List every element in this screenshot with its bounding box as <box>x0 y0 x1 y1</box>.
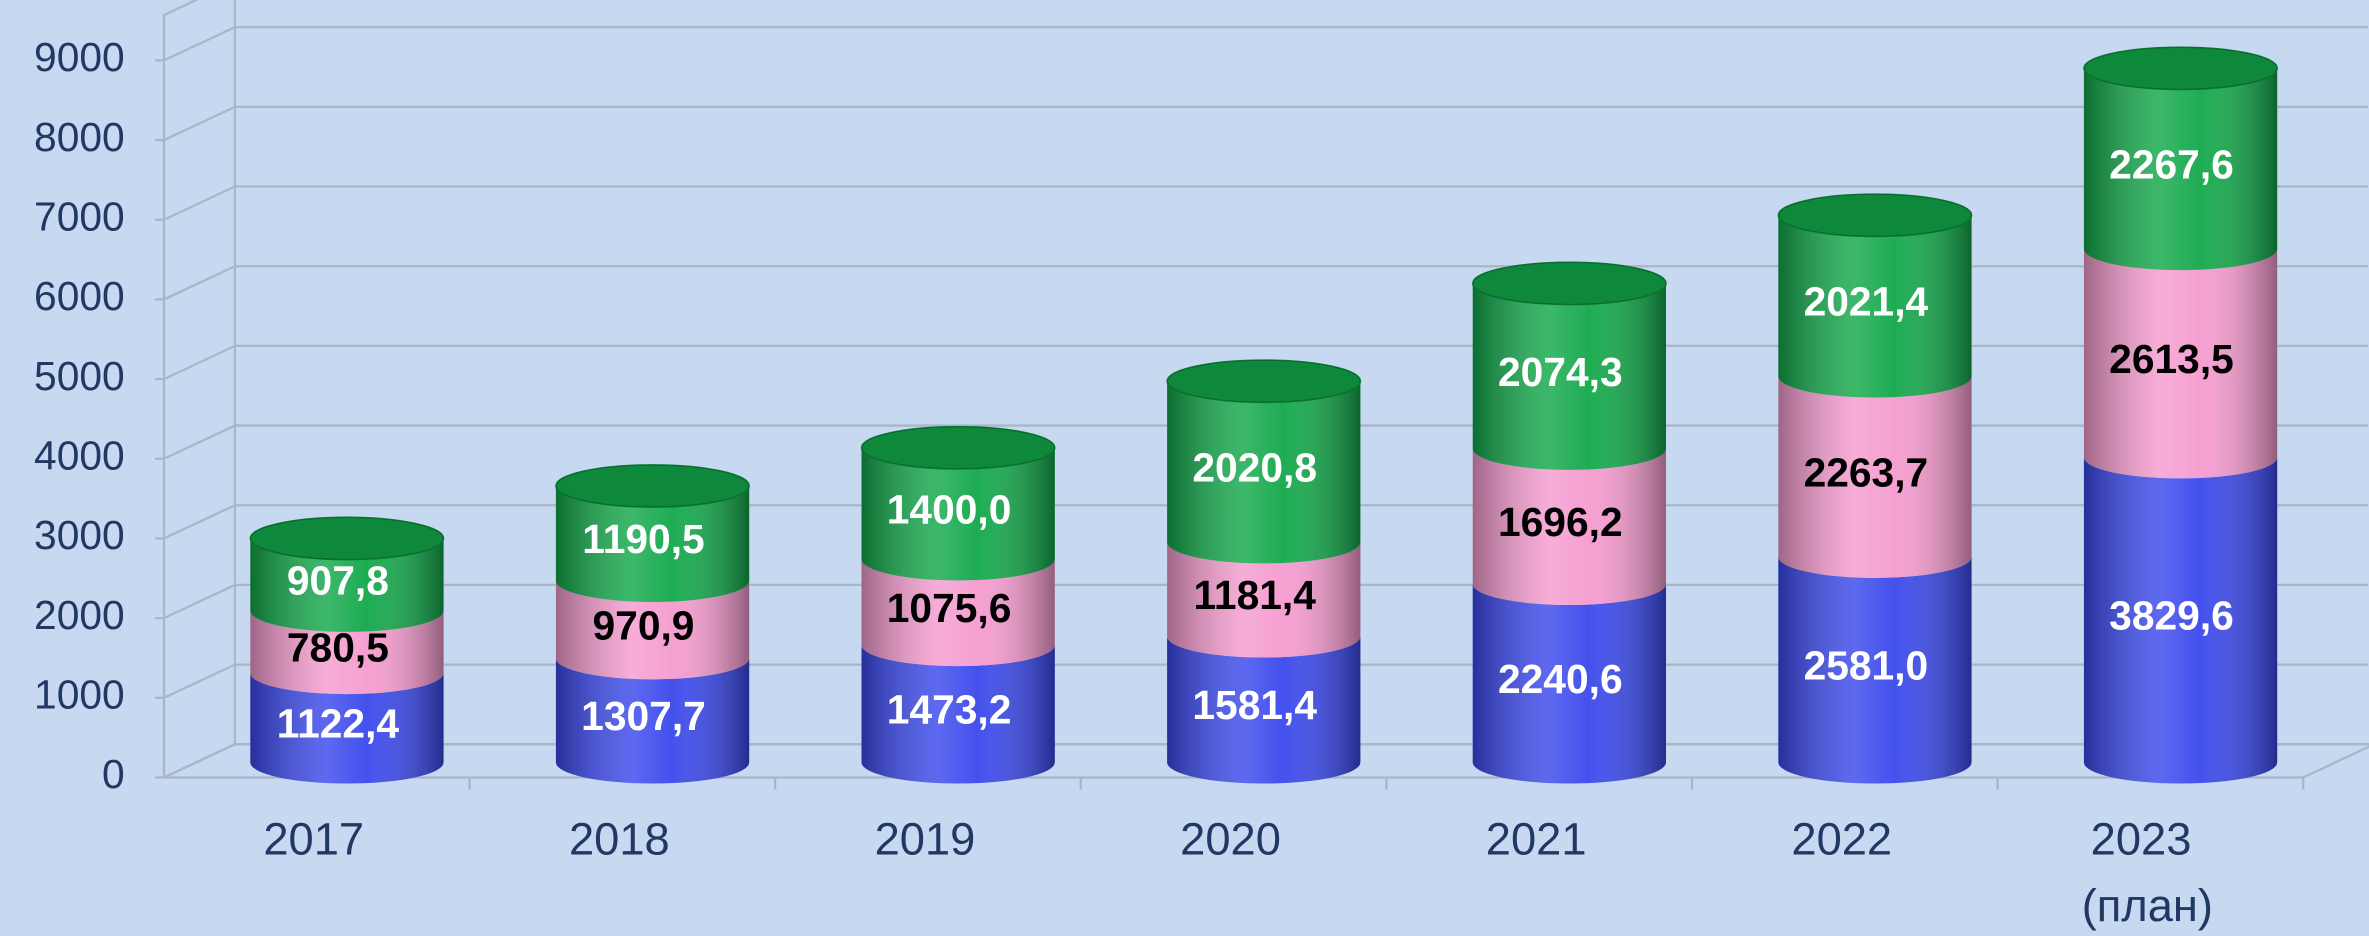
bar-shade <box>1778 215 1972 398</box>
y-tick-label: 9000 <box>34 34 125 80</box>
y-tick-label: 2000 <box>34 592 125 638</box>
bar-top <box>1471 261 1667 306</box>
value-label: 2021,4 <box>1804 279 1929 325</box>
y-tick-label: 4000 <box>34 433 125 479</box>
x-tick-label-line: (план) <box>2082 880 2213 931</box>
bar-top-shade <box>1472 262 1666 305</box>
x-tick-label: 2020 <box>1180 813 1281 864</box>
value-label: 780,5 <box>287 625 389 671</box>
value-label: 2074,3 <box>1498 349 1623 395</box>
grid-line <box>163 105 2369 142</box>
value-label: 1696,2 <box>1498 499 1623 545</box>
bar-shade <box>861 447 1055 581</box>
value-label: 1122,4 <box>277 700 400 746</box>
bar-shade <box>1472 583 1666 784</box>
x-tick-label: 2017 <box>263 813 364 864</box>
bar-shade <box>2083 457 2278 784</box>
value-label: 1190,5 <box>582 516 704 562</box>
bar-shade <box>250 538 444 632</box>
x-tick-label: 2019 <box>875 813 976 864</box>
x-tick-label-line: 2023 <box>2091 813 2192 864</box>
grid-line <box>163 265 2369 301</box>
bar-top <box>2083 46 2278 91</box>
bar-top-shade <box>555 464 750 508</box>
value-label: 2263,7 <box>1804 449 1929 495</box>
x-tick-label: 2021 <box>1486 813 1587 864</box>
bar-shade <box>555 580 750 680</box>
bar-top <box>860 425 1056 470</box>
y-tick-label: 1000 <box>34 672 125 718</box>
value-label: 1181,4 <box>1194 572 1317 618</box>
bar-shade <box>1778 556 1972 784</box>
bar-top-shade <box>250 517 444 560</box>
value-label: 2020,8 <box>1192 445 1317 491</box>
bar-top-shade <box>861 426 1055 469</box>
bar-shade <box>2083 249 2278 479</box>
bar-shade <box>2083 68 2278 271</box>
value-label: 2613,5 <box>2109 336 2234 382</box>
x-tick-label: 2018 <box>569 813 670 864</box>
bar-shade <box>555 485 750 602</box>
back-wall <box>162 0 237 778</box>
value-label: 2267,6 <box>2109 142 2234 188</box>
y-tick-label: 0 <box>102 751 125 797</box>
bar-shade <box>1167 636 1361 784</box>
value-label: 2240,6 <box>1498 656 1623 702</box>
y-tick-label: 6000 <box>34 273 125 319</box>
bar-top <box>249 516 445 561</box>
value-label: 1307,7 <box>581 693 706 739</box>
bar-shade <box>250 610 444 695</box>
bar-top <box>555 464 750 508</box>
bar-top <box>1777 193 1973 238</box>
value-label: 1473,2 <box>887 687 1012 733</box>
value-label: 970,9 <box>593 602 695 648</box>
bar-shade <box>250 672 444 784</box>
y-tick-label: 8000 <box>34 114 125 160</box>
value-label: 3829,6 <box>2109 593 2234 639</box>
bar-shade <box>1472 283 1666 470</box>
y-tick-label: 3000 <box>34 512 125 558</box>
bar-shade <box>555 658 750 784</box>
bar-shade <box>1472 448 1666 605</box>
bar-top-shade <box>1778 194 1972 237</box>
bar-shade <box>1778 376 1972 578</box>
grid-line <box>163 185 2369 221</box>
bar-shade <box>1167 542 1361 658</box>
bar-top-shade <box>2083 47 2278 90</box>
value-label: 1581,4 <box>1192 682 1317 728</box>
grid-line <box>163 26 2369 62</box>
value-label: 907,8 <box>287 557 389 603</box>
value-label: 1075,6 <box>887 585 1012 631</box>
y-tick-label: 5000 <box>34 353 125 399</box>
bar-top-shade <box>1167 360 1361 403</box>
y-tick-label: 7000 <box>34 194 125 240</box>
value-label: 2581,0 <box>1804 642 1929 688</box>
value-label: 1400,0 <box>887 486 1012 532</box>
bar-shade <box>1167 381 1361 564</box>
bar-top <box>1166 359 1362 404</box>
bar-shade <box>861 559 1055 667</box>
bar-shade <box>861 645 1055 784</box>
x-tick-label: 2023 (план) <box>2082 813 2213 930</box>
x-tick-label: 2022 <box>1791 813 1892 864</box>
